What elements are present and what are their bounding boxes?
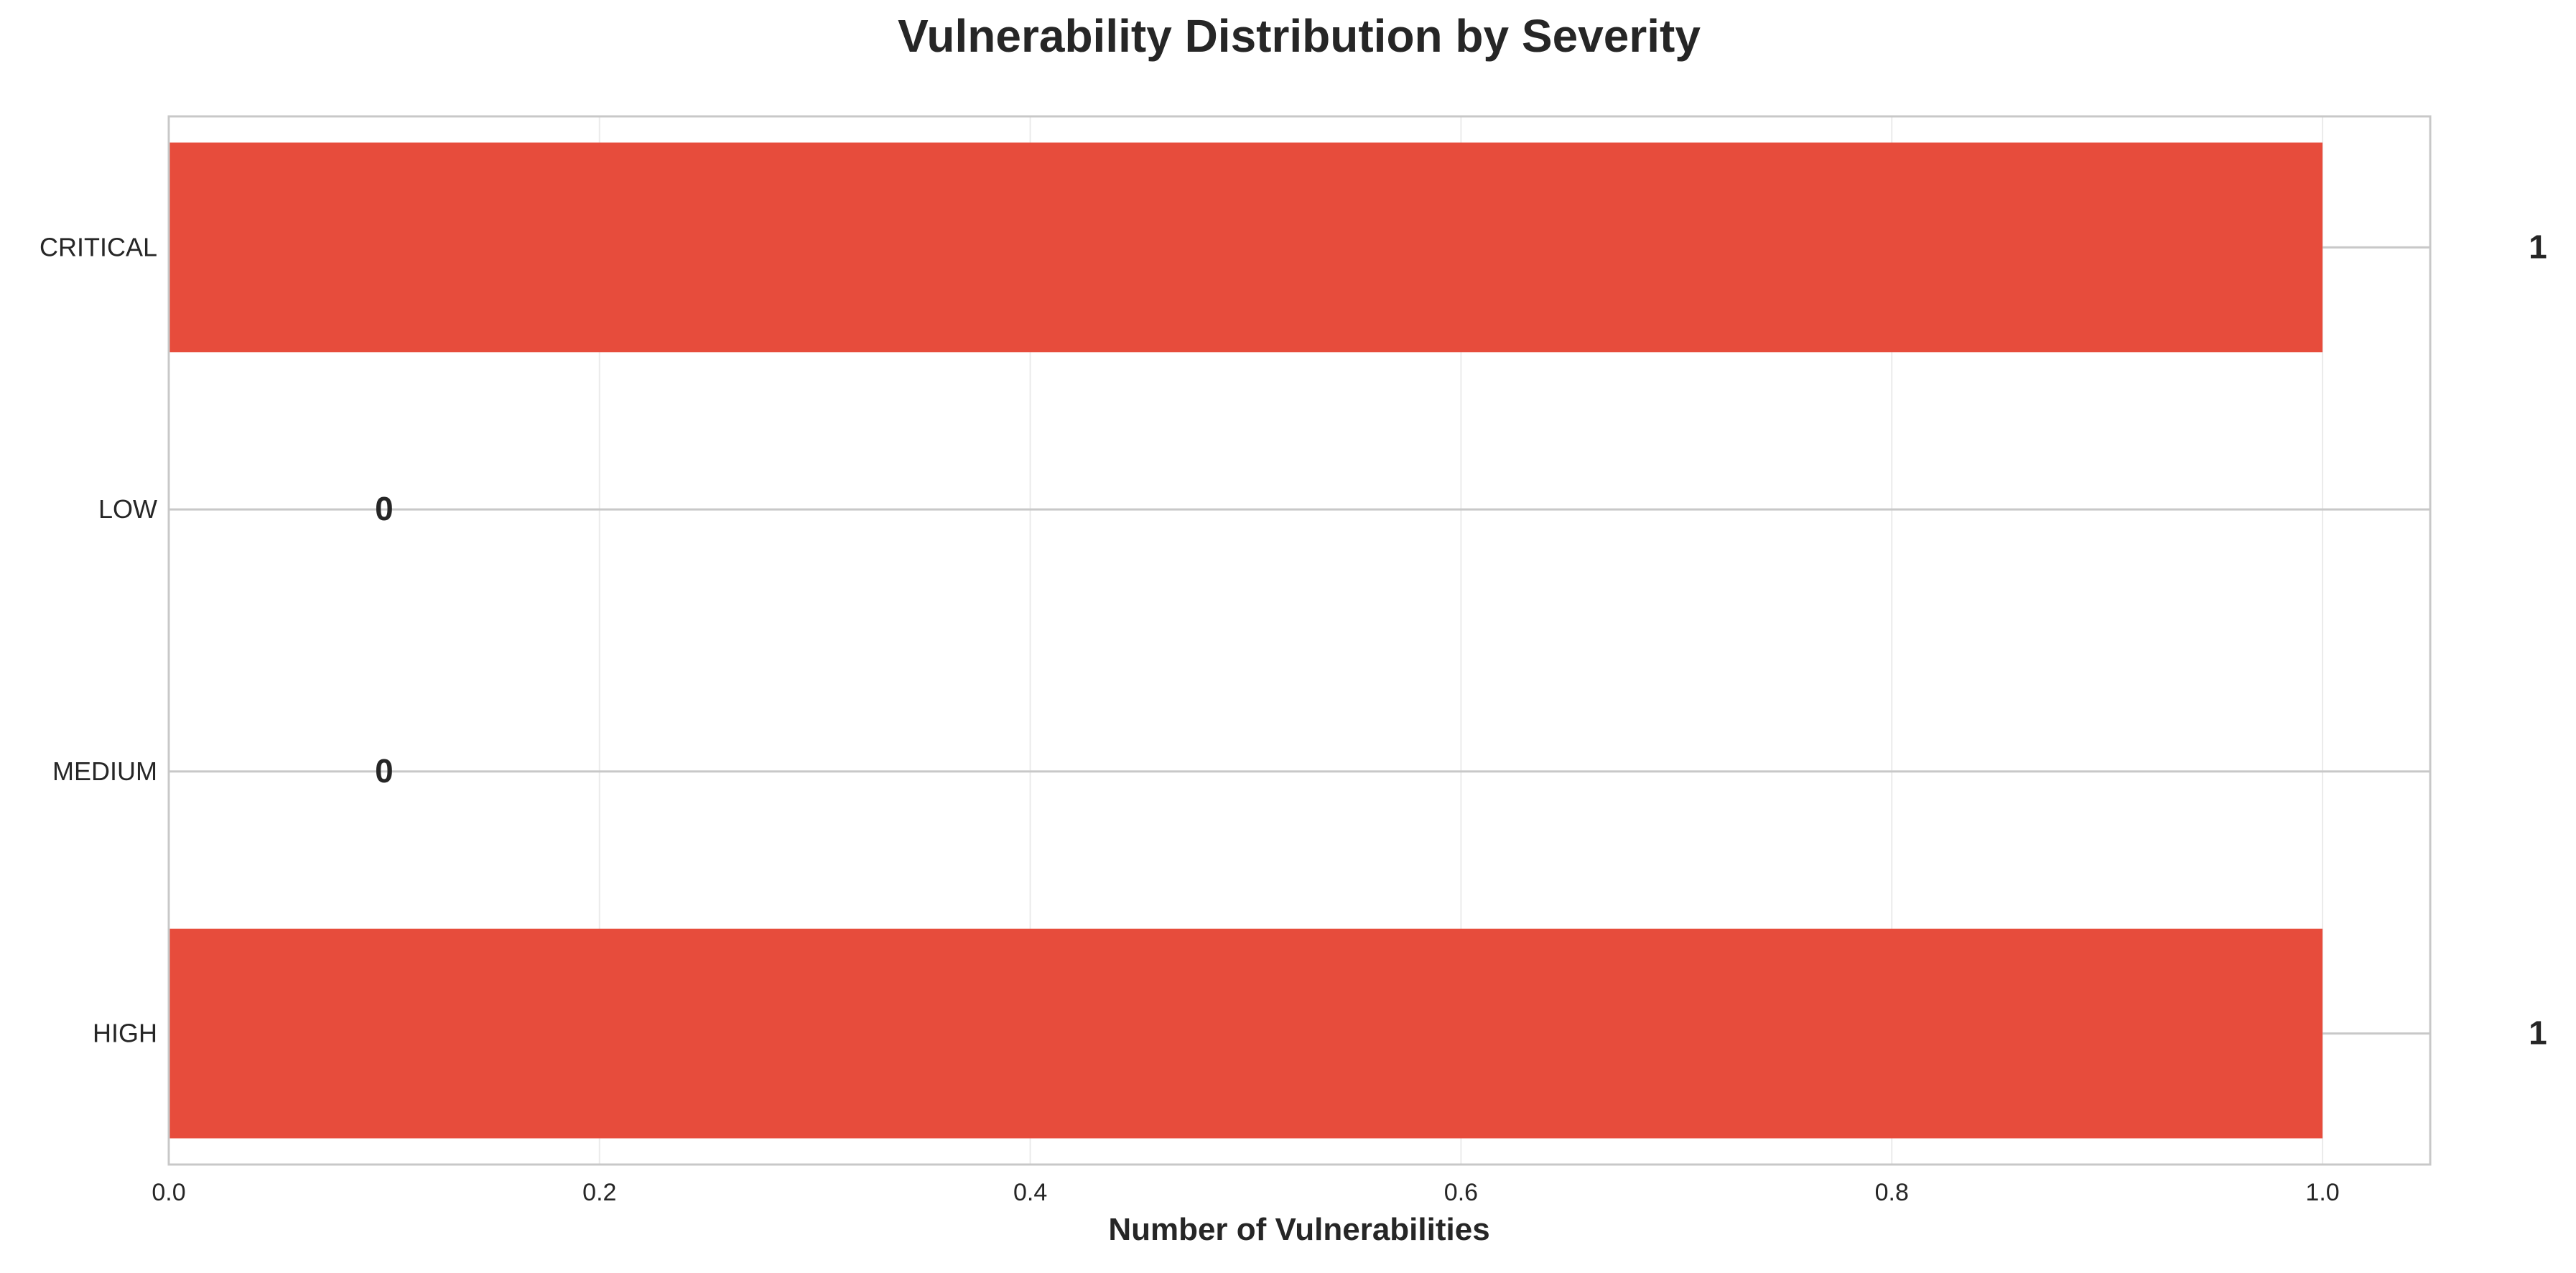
value-label: 1 [2529, 1014, 2547, 1052]
x-tick-label: 0.0 [152, 1179, 185, 1206]
bar-critical [169, 142, 2323, 353]
x-axis-label: Number of Vulnerabilities [1108, 1212, 1489, 1247]
y-axis-ticks: CRITICAL LOW MEDIUM HIGH [39, 232, 157, 1047]
x-axis-ticks: 0.0 0.2 0.4 0.6 0.8 1.0 [152, 1179, 2339, 1206]
category-lines [169, 246, 2430, 1035]
plot-frame [167, 115, 2432, 1166]
x-tick-label: 0.8 [1875, 1179, 1909, 1206]
value-label: 0 [375, 490, 394, 527]
value-label: 1 [2529, 228, 2547, 265]
y-tick-label: HIGH [93, 1019, 157, 1048]
y-tick-label: CRITICAL [39, 232, 157, 261]
x-tick-label: 1.0 [2305, 1179, 2339, 1206]
chart-title: Vulnerability Distribution by Severity [898, 10, 1701, 62]
bars-layer [169, 142, 2323, 1139]
x-tick-label: 0.6 [1444, 1179, 1478, 1206]
x-tick-label: 0.4 [1013, 1179, 1047, 1206]
value-label: 0 [375, 752, 394, 790]
value-labels: 1 0 0 1 [375, 228, 2547, 1051]
y-tick-label: LOW [98, 494, 157, 524]
y-tick-label: MEDIUM [52, 756, 157, 786]
x-tick-label: 0.2 [582, 1179, 616, 1206]
bar-high [169, 928, 2323, 1139]
